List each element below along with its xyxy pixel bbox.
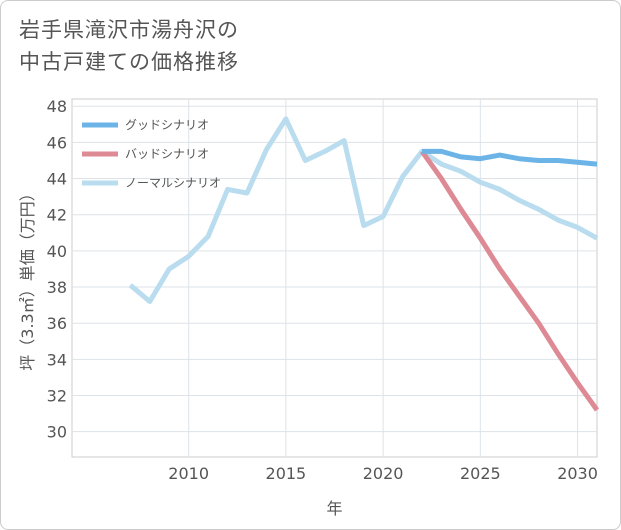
legend-label-0: グッドシナリオ [125, 118, 209, 132]
y-tick-label: 32 [47, 387, 67, 406]
legend-label-1: バッドシナリオ [125, 147, 209, 161]
x-tick-label: 2010 [168, 464, 209, 483]
series [128, 116, 600, 412]
series-line-2 [128, 116, 599, 304]
y-axis-title: 坪（3.3㎡）単価（万円） [18, 185, 37, 370]
x-tick-label: 2015 [266, 464, 307, 483]
y-tick-label: 44 [47, 170, 67, 189]
y-ticks: 30 32 34 36 38 40 42 44 46 48 [47, 97, 67, 441]
series-line-1 [419, 149, 600, 412]
y-tick-label: 46 [47, 133, 67, 152]
y-tick-label: 40 [47, 242, 67, 261]
x-tick-label: 2030 [557, 464, 598, 483]
x-axis-title: 年 [326, 499, 342, 518]
title-line-2: 中古戸建ての価格推移 [19, 50, 239, 74]
y-tick-label: 48 [47, 97, 67, 116]
chart-title: 岩手県滝沢市湯舟沢の 中古戸建ての価格推移 [19, 14, 439, 78]
y-tick-label: 30 [47, 423, 67, 442]
y-tick-label: 34 [47, 350, 67, 369]
title-line-1: 岩手県滝沢市湯舟沢の [19, 18, 239, 42]
y-tick-label: 36 [47, 314, 67, 333]
series-line-0 [422, 148, 598, 167]
y-tick-label: 38 [47, 278, 67, 297]
x-tick-label: 2025 [460, 464, 501, 483]
x-ticks: 2010 2015 2020 2025 2030 [168, 464, 598, 483]
grid [72, 99, 597, 457]
x-tick-label: 2020 [363, 464, 404, 483]
y-tick-label: 42 [47, 206, 67, 225]
legend-label-2: ノーマルシナリオ [125, 176, 221, 190]
